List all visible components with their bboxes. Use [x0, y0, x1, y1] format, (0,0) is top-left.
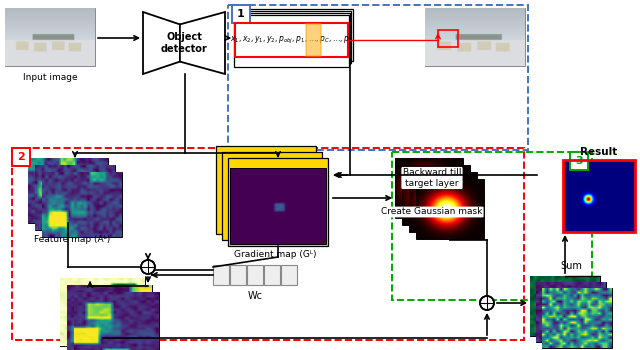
Text: Gradient map (Gᴸ): Gradient map (Gᴸ) [234, 250, 316, 259]
Bar [570, 152, 588, 170]
Bar [530, 276, 600, 336]
Text: 3: 3 [575, 156, 583, 166]
Text: Object
detector: Object detector [161, 32, 207, 54]
Bar [230, 265, 246, 285]
Bar [438, 30, 458, 47]
Bar [228, 5, 528, 150]
Text: Create Gaussian mask: Create Gaussian mask [381, 208, 483, 217]
Bar [281, 265, 297, 285]
Text: 2: 2 [17, 152, 25, 162]
Bar [12, 148, 30, 166]
Bar [237, 9, 353, 61]
Bar [216, 146, 316, 234]
Bar [416, 179, 484, 239]
Bar [395, 158, 463, 218]
Bar [402, 165, 470, 225]
Bar [536, 282, 606, 342]
Text: $x_1, x_2, y_1, y_2, p_{obj}, p_1, \ldots, p_C, \ldots, p_n$: $x_1, x_2, y_1, y_2, p_{obj}, p_1, \ldot… [230, 34, 353, 46]
Text: Sum: Sum [560, 261, 582, 271]
Text: Wᴄ: Wᴄ [248, 291, 263, 301]
Text: 1: 1 [237, 9, 245, 19]
Polygon shape [143, 12, 180, 74]
Bar [230, 168, 326, 244]
Bar [542, 288, 612, 348]
Bar [392, 152, 592, 300]
Bar [222, 152, 322, 240]
Bar [5, 8, 95, 66]
Bar [12, 148, 524, 340]
Bar [563, 160, 635, 232]
Bar [235, 23, 348, 57]
Bar [60, 278, 145, 346]
Text: Backward till
target layer: Backward till target layer [403, 168, 461, 188]
Bar [232, 5, 250, 23]
Text: Result: Result [580, 147, 618, 157]
Bar [234, 15, 349, 67]
Bar [74, 292, 159, 350]
Bar [264, 265, 280, 285]
Circle shape [480, 296, 494, 310]
Bar [425, 8, 525, 66]
Polygon shape [180, 12, 225, 74]
Bar [213, 265, 229, 285]
Bar [35, 165, 115, 230]
Bar [247, 265, 263, 285]
Text: Feature map (Aᴸ): Feature map (Aᴸ) [34, 235, 110, 244]
Text: Input image: Input image [22, 73, 77, 82]
Circle shape [141, 260, 155, 274]
Bar [42, 172, 122, 237]
Bar [28, 158, 108, 223]
Bar [228, 158, 328, 246]
Bar [236, 13, 350, 65]
Bar [236, 11, 351, 63]
Bar [306, 24, 321, 56]
Bar [409, 172, 477, 232]
Bar [67, 285, 152, 350]
